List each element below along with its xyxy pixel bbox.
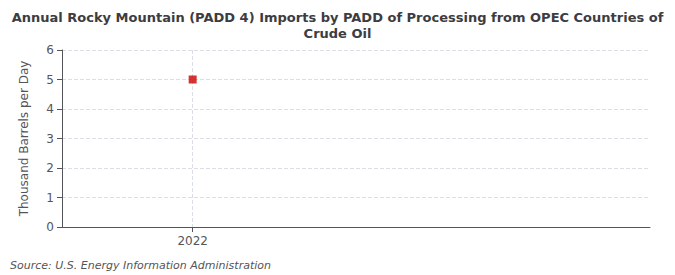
svg-text:2022: 2022	[177, 234, 208, 248]
svg-text:3: 3	[46, 132, 54, 146]
svg-text:1: 1	[46, 191, 54, 205]
svg-text:Annual Rocky Mountain (PADD 4): Annual Rocky Mountain (PADD 4) Imports b…	[12, 10, 664, 25]
svg-text:Crude Oil: Crude Oil	[304, 26, 372, 41]
svg-text:6: 6	[46, 43, 54, 57]
svg-text:Thousand Barrels per Day: Thousand Barrels per Day	[17, 61, 31, 218]
svg-text:0: 0	[46, 220, 54, 234]
svg-text:4: 4	[46, 102, 54, 116]
svg-text:Source: U.S. Energy Informatio: Source: U.S. Energy Information Administ…	[10, 259, 271, 272]
svg-text:5: 5	[46, 73, 54, 87]
svg-text:2: 2	[46, 161, 54, 175]
